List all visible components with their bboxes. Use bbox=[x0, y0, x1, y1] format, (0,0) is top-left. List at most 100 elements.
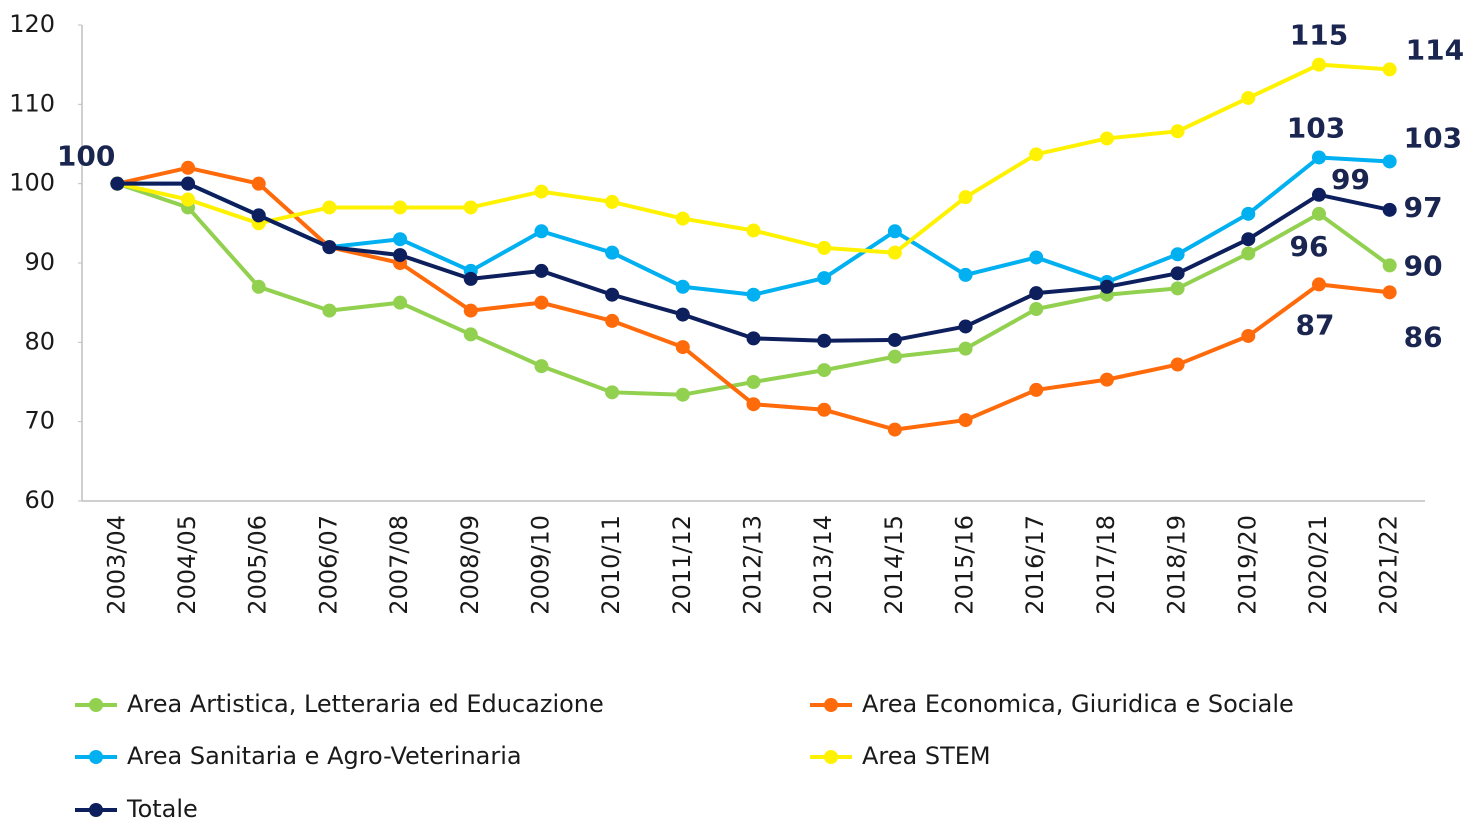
marker bbox=[675, 387, 690, 402]
marker bbox=[605, 287, 620, 302]
y-tick-label: 70 bbox=[24, 407, 55, 435]
marker bbox=[1311, 57, 1326, 72]
marker bbox=[746, 331, 761, 346]
legend-marker bbox=[824, 750, 838, 764]
x-tick-label: 2019/20 bbox=[1233, 515, 1261, 615]
x-tick-label: 2010/11 bbox=[597, 515, 625, 615]
marker bbox=[1382, 285, 1397, 300]
marker bbox=[1170, 357, 1185, 372]
marker bbox=[251, 176, 266, 191]
y-tick-label: 120 bbox=[9, 10, 55, 38]
marker bbox=[181, 192, 196, 207]
data-label: 103 bbox=[1287, 111, 1345, 144]
marker bbox=[251, 279, 266, 294]
marker bbox=[463, 303, 478, 318]
x-tick-label: 2017/18 bbox=[1092, 515, 1120, 615]
marker bbox=[746, 223, 761, 238]
marker bbox=[675, 211, 690, 226]
data-label: 103 bbox=[1404, 121, 1462, 154]
marker bbox=[251, 208, 266, 223]
data-label: 96 bbox=[1289, 230, 1328, 263]
marker bbox=[605, 245, 620, 260]
marker bbox=[817, 402, 832, 417]
marker bbox=[675, 307, 690, 322]
marker bbox=[322, 200, 337, 215]
line bbox=[117, 181, 1391, 343]
data-label: 86 bbox=[1404, 320, 1443, 353]
data-label: 115 bbox=[1290, 19, 1348, 52]
marker bbox=[1311, 277, 1326, 292]
marker bbox=[1311, 150, 1326, 165]
marker bbox=[887, 224, 902, 239]
marker bbox=[1099, 131, 1114, 146]
y-tick-label: 80 bbox=[24, 327, 55, 355]
marker bbox=[1382, 258, 1397, 273]
marker bbox=[887, 245, 902, 260]
x-tick-label: 2006/07 bbox=[314, 515, 342, 615]
x-tick-label: 2016/17 bbox=[1021, 515, 1049, 615]
x-tick-label: 2009/10 bbox=[526, 515, 554, 615]
marker bbox=[322, 240, 337, 255]
marker bbox=[181, 160, 196, 175]
legend-marker bbox=[89, 750, 103, 764]
marker bbox=[534, 184, 549, 199]
marker bbox=[534, 224, 549, 239]
marker bbox=[1029, 286, 1044, 301]
marker bbox=[1311, 206, 1326, 221]
marker bbox=[605, 194, 620, 209]
x-tick-label: 2020/21 bbox=[1304, 515, 1332, 615]
legend-label: Area Economica, Giuridica e Sociale bbox=[862, 690, 1294, 718]
marker bbox=[1311, 187, 1326, 202]
marker bbox=[393, 232, 408, 247]
marker bbox=[1170, 266, 1185, 281]
x-tick-label: 2005/06 bbox=[244, 515, 272, 615]
legend-label: Totale bbox=[126, 795, 198, 822]
data-label: 99 bbox=[1331, 163, 1370, 196]
marker bbox=[958, 267, 973, 282]
data-label: 97 bbox=[1404, 191, 1443, 224]
marker bbox=[393, 200, 408, 215]
marker bbox=[887, 422, 902, 437]
y-tick-label: 110 bbox=[9, 89, 55, 117]
legend-marker bbox=[824, 698, 838, 712]
marker bbox=[817, 333, 832, 348]
x-tick-label: 2003/04 bbox=[102, 515, 130, 615]
marker bbox=[1029, 302, 1044, 317]
x-tick-label: 2012/13 bbox=[739, 515, 767, 615]
legend-marker bbox=[89, 803, 103, 817]
marker bbox=[817, 363, 832, 378]
marker bbox=[534, 295, 549, 310]
marker bbox=[887, 332, 902, 347]
marker bbox=[181, 176, 196, 191]
marker bbox=[1382, 62, 1397, 77]
marker bbox=[605, 313, 620, 328]
marker bbox=[746, 287, 761, 302]
legend-label: Area Artistica, Letteraria ed Educazione bbox=[127, 690, 604, 718]
legend-label: Area STEM bbox=[862, 742, 991, 770]
marker bbox=[746, 375, 761, 389]
x-tick-label: 2008/09 bbox=[456, 515, 484, 615]
x-tick-label: 2014/15 bbox=[880, 515, 908, 615]
marker bbox=[534, 263, 549, 278]
marker bbox=[1241, 206, 1256, 221]
marker bbox=[1029, 250, 1044, 265]
marker bbox=[958, 413, 973, 428]
y-tick-label: 90 bbox=[24, 248, 55, 276]
marker bbox=[746, 397, 761, 412]
data-label: 90 bbox=[1404, 249, 1443, 282]
marker bbox=[958, 319, 973, 334]
marker bbox=[1170, 247, 1185, 262]
marker bbox=[605, 385, 620, 400]
x-tick-label: 2007/08 bbox=[385, 515, 413, 615]
data-label: 87 bbox=[1295, 308, 1334, 341]
marker bbox=[534, 359, 549, 374]
x-tick-label: 2021/22 bbox=[1375, 515, 1403, 615]
marker bbox=[1170, 124, 1185, 139]
marker bbox=[1241, 90, 1256, 105]
marker bbox=[1241, 232, 1256, 247]
marker bbox=[110, 176, 125, 191]
x-tick-label: 2018/19 bbox=[1163, 515, 1191, 615]
marker bbox=[1099, 372, 1114, 387]
marker bbox=[958, 190, 973, 205]
